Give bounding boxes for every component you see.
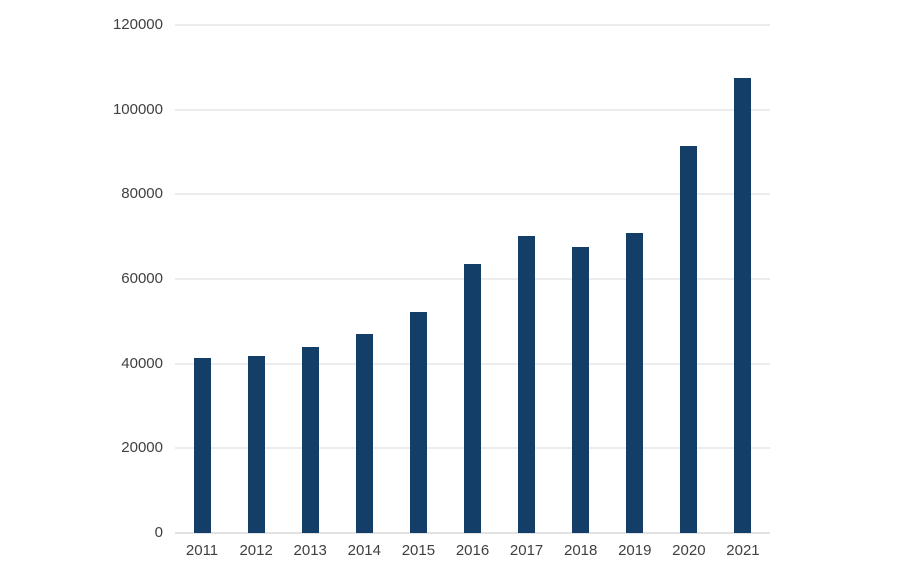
bar-2011	[193, 358, 211, 533]
x-axis-line	[175, 532, 770, 534]
bar-2020	[680, 145, 698, 533]
x-tick-2013: 2013	[293, 542, 327, 559]
bar-2013	[301, 347, 319, 533]
bar-2018	[572, 247, 590, 533]
x-tick-2015: 2015	[401, 542, 436, 559]
bar-2019	[626, 233, 644, 533]
plot-area	[175, 24, 770, 534]
x-tick-2016: 2016	[455, 542, 490, 559]
x-tick-2019: 2019	[618, 542, 652, 559]
y-tick-80000: 80000	[121, 185, 163, 203]
x-tick-2018: 2018	[563, 542, 598, 559]
bar-2021	[734, 77, 752, 533]
gridline-120000	[175, 24, 770, 26]
bar-2012	[247, 356, 265, 533]
x-tick-2021: 2021	[726, 542, 760, 559]
gridline-100000	[175, 109, 770, 111]
y-tick-20000: 20000	[121, 439, 163, 457]
bar-2014	[355, 334, 373, 533]
x-tick-2014: 2014	[347, 542, 381, 559]
gridline-80000	[175, 193, 770, 195]
x-tick-2011: 2011	[185, 542, 219, 559]
y-tick-60000: 60000	[121, 270, 163, 287]
bar-2017	[518, 235, 536, 533]
x-tick-2017: 2017	[509, 542, 544, 559]
bar-2015	[409, 312, 427, 533]
x-tick-2012: 2012	[239, 542, 273, 559]
y-tick-40000: 40000	[121, 354, 163, 372]
y-tick-120000: 120000	[112, 16, 163, 33]
x-tick-2020: 2020	[672, 542, 706, 559]
y-tick-0: 0	[154, 524, 163, 541]
bar-2016	[464, 264, 481, 533]
y-tick-100000: 100000	[112, 100, 163, 118]
